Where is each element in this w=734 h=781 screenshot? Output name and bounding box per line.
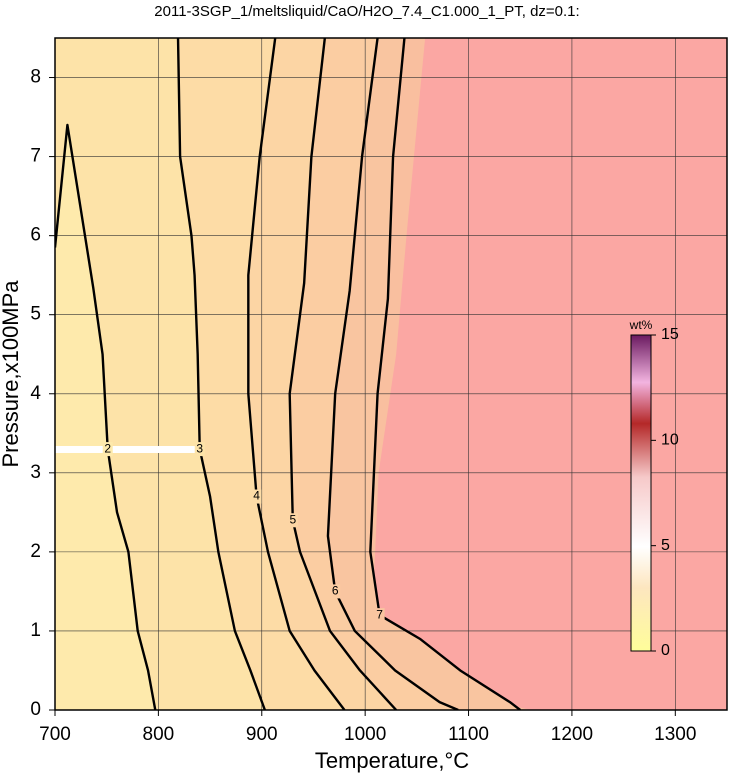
contour-label: 3: [196, 441, 203, 455]
contour-label: 2: [104, 441, 111, 455]
contour-label-bg: [374, 608, 385, 623]
x-tick-label: 800: [143, 724, 175, 745]
colorbar-tick-label: 5: [661, 537, 670, 554]
contour-label: 7: [376, 607, 383, 621]
x-tick-label: 1100: [448, 724, 489, 745]
y-tick-label: 2: [30, 541, 41, 562]
y-axis-label: Pressure,x100MPa: [0, 280, 23, 468]
x-tick-label: 700: [39, 724, 71, 745]
axes: 700 800 900 1000 1100 1200 1300 0 1 2 3 4 5 6 7 8: [30, 67, 696, 745]
x-tick-label: 1200: [551, 724, 593, 745]
contour-label: 5: [289, 512, 296, 526]
y-tick-label: 0: [30, 699, 41, 720]
contour-label: 4: [253, 489, 260, 503]
y-tick-label: 7: [30, 146, 41, 167]
white-bar: [55, 446, 198, 453]
contour-label-bg: [287, 513, 298, 528]
contour-label-bg: [251, 489, 262, 504]
contour-label-bg: [102, 442, 113, 457]
contour-label-bg: [194, 442, 205, 457]
y-tick-label: 8: [30, 67, 41, 88]
colorbar-tick-label: 15: [661, 326, 679, 343]
contour-line: [326, 38, 459, 710]
plot-frame: [54, 37, 728, 711]
y-tick-label: 1: [30, 620, 41, 641]
y-tick-label: 4: [30, 383, 41, 404]
contour-label-bg: [330, 584, 341, 599]
x-tick-label: 1300: [654, 724, 696, 745]
x-tick-label: 900: [246, 724, 278, 745]
contour-line: [369, 38, 521, 710]
colorbar: [630, 334, 652, 652]
y-tick-label: 6: [30, 225, 41, 246]
colorbar-label: wt%: [629, 318, 653, 332]
y-tick-label: 3: [30, 462, 41, 483]
colorbar-tick-label: 0: [661, 642, 670, 659]
contour-labels: 7 6 5 4 3 2: [102, 441, 385, 623]
contour-label: 6: [332, 584, 339, 598]
y-tick-label: 5: [30, 304, 41, 325]
colorbar-tick-label: 10: [661, 432, 679, 449]
x-axis-label: Temperature,°C: [315, 748, 469, 773]
x-tick-label: 1000: [344, 724, 386, 745]
chart-title: 2011-3SGP_1/meltsliquid/CaO/H2O_7.4_C1.0…: [154, 3, 579, 20]
colorbar-ticks: 0 5 10 15: [651, 326, 679, 659]
